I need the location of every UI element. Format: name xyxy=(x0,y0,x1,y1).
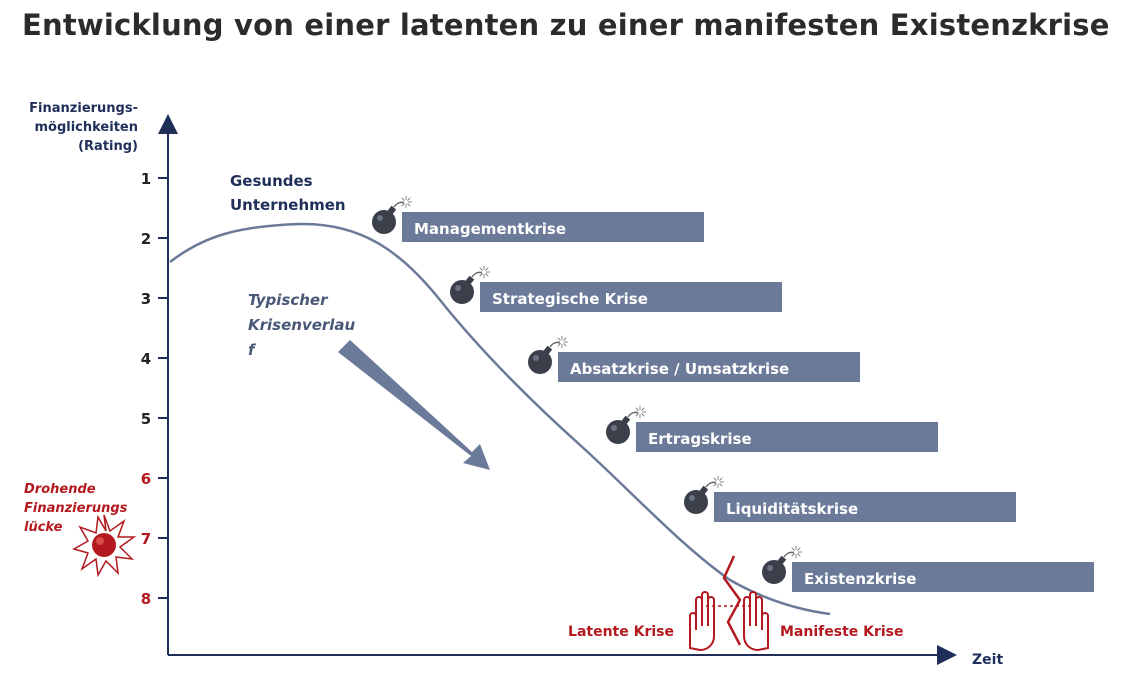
y-tick-label: 4 xyxy=(141,350,151,368)
y-tick-label: 2 xyxy=(141,230,151,248)
crisis-curve xyxy=(169,222,831,616)
bomb-icon xyxy=(450,266,490,304)
healthy-label-line: Unternehmen xyxy=(230,196,346,214)
crisis-item: Liquiditätskrise xyxy=(684,476,1016,522)
crisis-label: Liquiditätskrise xyxy=(726,500,858,518)
bomb-icon xyxy=(762,546,802,584)
crisis-label: Managementkrise xyxy=(414,220,566,238)
y-axis-label: Finanzierungs- möglichkeiten (Rating) xyxy=(29,101,138,154)
x-axis-label: Zeit xyxy=(972,652,1003,668)
crisis-box xyxy=(402,212,704,242)
bomb-icon xyxy=(372,196,412,234)
bomb-icon xyxy=(684,476,724,514)
crisis-label: Absatzkrise / Umsatzkrise xyxy=(570,360,789,378)
y-tick-label: 5 xyxy=(141,410,151,428)
y-tick-label: 6 xyxy=(141,470,151,488)
crisis-item: Absatzkrise / Umsatzkrise xyxy=(528,336,860,382)
y-axis-label-line: Finanzierungs- xyxy=(29,101,138,116)
y-tick-label: 1 xyxy=(141,170,151,188)
crisis-item: Ertragskrise xyxy=(606,406,938,452)
typical-label-line: Typischer xyxy=(248,291,329,309)
crisis-box xyxy=(480,282,782,312)
hand-icon xyxy=(743,591,769,652)
healthy-label-line: Gesundes xyxy=(230,172,313,190)
y-axis-label-line: möglichkeiten xyxy=(34,120,138,135)
hand-icon xyxy=(689,591,715,652)
latent-crisis-label: Latente Krise xyxy=(568,624,674,640)
bomb-icon xyxy=(528,336,568,374)
crisis-label: Ertragskrise xyxy=(648,430,752,448)
y-tick-label: 8 xyxy=(141,590,151,608)
crisis-item: Strategische Krise xyxy=(450,266,782,312)
crack-icon xyxy=(722,555,742,646)
crisis-item: Existenzkrise xyxy=(762,546,1094,592)
crisis-label: Strategische Krise xyxy=(492,290,648,308)
explosion-icon xyxy=(72,514,137,578)
crisis-label: Existenzkrise xyxy=(804,570,916,588)
y-axis-label-line: (Rating) xyxy=(78,139,138,154)
crisis-list: Managementkrise Strategische Krise Absatzk… xyxy=(372,196,1094,592)
crisis-box xyxy=(558,352,860,382)
funding-gap-label-line: Drohende xyxy=(24,482,96,497)
manifest-crisis-label: Manifeste Krise xyxy=(780,624,904,640)
crisis-item: Managementkrise xyxy=(372,196,704,242)
typical-label-line: Krisenverlau xyxy=(248,316,356,334)
crisis-box xyxy=(792,562,1094,592)
crisis-box xyxy=(636,422,938,452)
trend-arrow-icon xyxy=(338,340,490,470)
y-ticks: 1 2 3 4 5 6 7 8 xyxy=(141,170,168,608)
crisis-box xyxy=(714,492,1016,522)
typical-label-line: f xyxy=(248,341,257,359)
y-tick-label: 3 xyxy=(141,290,151,308)
page-title: Entwicklung von einer latenten zu einer … xyxy=(22,8,1110,42)
bomb-icon xyxy=(606,406,646,444)
funding-gap-label-line: Finanzierungs xyxy=(24,501,128,516)
funding-gap-label-line: lücke xyxy=(24,520,63,535)
y-tick-label: 7 xyxy=(141,530,151,548)
